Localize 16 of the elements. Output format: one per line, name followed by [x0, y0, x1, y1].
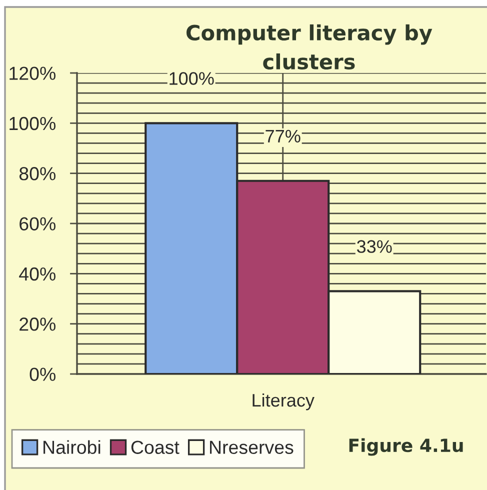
- y-tick-label: 100%: [10, 116, 56, 130]
- legend-label: Nreserves: [210, 440, 294, 454]
- caption: Figure 4.1u: [349, 438, 463, 456]
- y-tick-label: 0%: [30, 368, 56, 381]
- data-label: 77%: [266, 130, 300, 142]
- legend-label: Coast: [131, 440, 180, 454]
- x-tick-label: Literacy: [252, 393, 314, 410]
- y-tick-label: 120%: [10, 66, 56, 80]
- y-tick-label: 40%: [19, 267, 56, 281]
- legend-label: Nairobi: [44, 440, 100, 454]
- data-label: 33%: [356, 240, 392, 253]
- y-tick-label: 80%: [19, 167, 56, 180]
- y-tick-label: 20%: [20, 318, 56, 331]
- y-tick-label: 60%: [20, 217, 56, 230]
- chart-title: Computer literacy by clusters: [186, 24, 432, 70]
- data-label: 100%: [170, 72, 214, 85]
